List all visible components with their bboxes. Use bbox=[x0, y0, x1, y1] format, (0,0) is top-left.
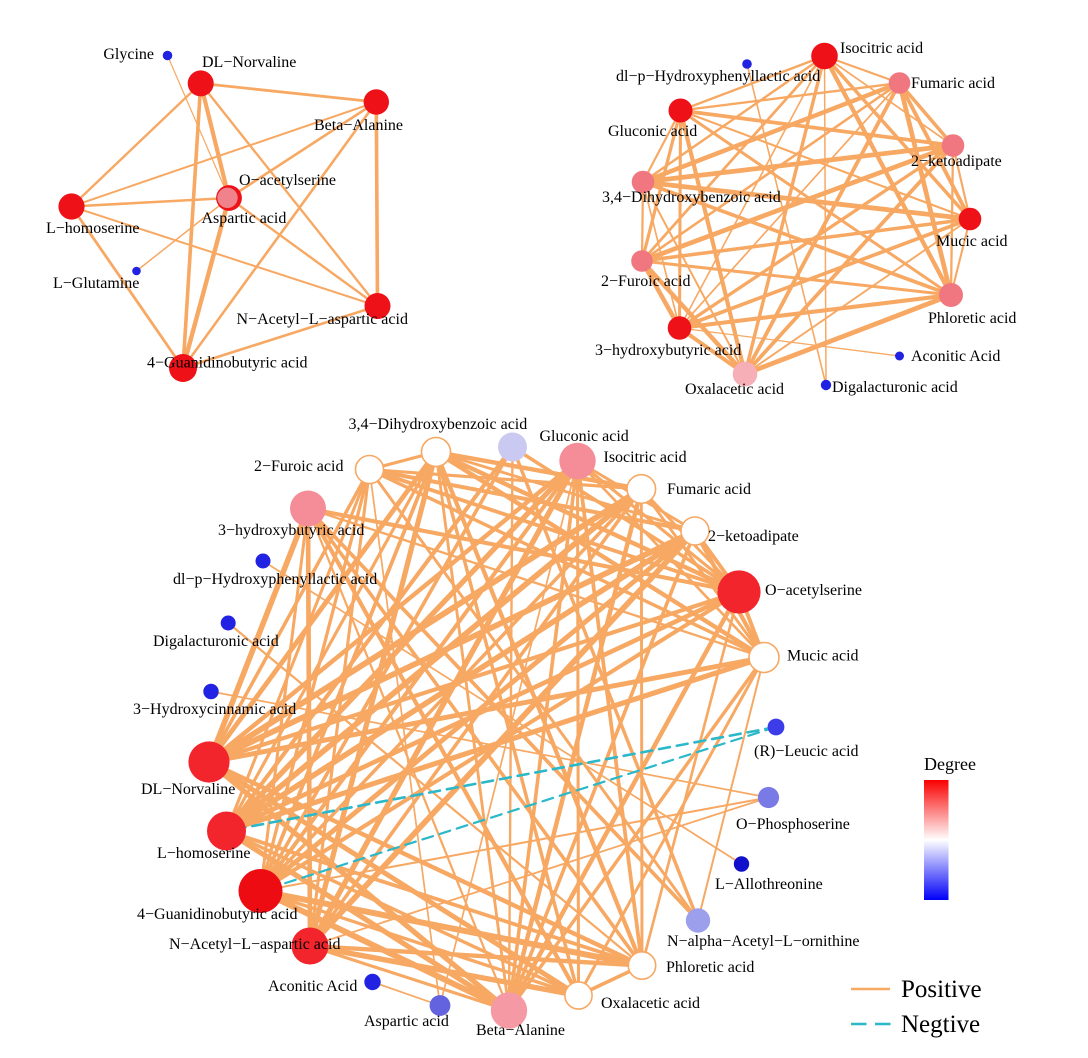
svg-text:Aconitic Acid: Aconitic Acid bbox=[268, 978, 357, 995]
svg-text:2−Furoic acid: 2−Furoic acid bbox=[601, 273, 690, 290]
svg-text:L−Glutamine: L−Glutamine bbox=[53, 275, 139, 292]
svg-text:Gluconic acid: Gluconic acid bbox=[608, 123, 697, 140]
svg-text:Aconitic Acid: Aconitic Acid bbox=[911, 348, 1000, 365]
svg-text:Isocitric acid: Isocitric acid bbox=[840, 40, 923, 57]
svg-text:Aspartic acid: Aspartic acid bbox=[364, 1013, 449, 1030]
svg-text:Aspartic acid: Aspartic acid bbox=[202, 210, 287, 227]
svg-text:N−Acetyl−L−aspartic acid: N−Acetyl−L−aspartic acid bbox=[237, 311, 408, 328]
svg-text:Phloretic acid: Phloretic acid bbox=[928, 310, 1016, 327]
svg-text:L−Allothreonine: L−Allothreonine bbox=[715, 876, 823, 893]
svg-text:Isocitric acid: Isocitric acid bbox=[604, 449, 687, 466]
svg-text:O−Phosphoserine: O−Phosphoserine bbox=[736, 816, 850, 833]
svg-text:DL−Norvaline: DL−Norvaline bbox=[141, 781, 235, 798]
svg-text:Mucic acid: Mucic acid bbox=[787, 648, 859, 665]
svg-text:Positive: Positive bbox=[901, 976, 982, 1003]
svg-text:DL−Norvaline: DL−Norvaline bbox=[202, 54, 296, 71]
svg-text:3−hydroxybutyric acid: 3−hydroxybutyric acid bbox=[218, 522, 364, 539]
svg-text:3,4−Dihydroxybenzoic acid: 3,4−Dihydroxybenzoic acid bbox=[349, 416, 528, 433]
svg-text:L−homoserine: L−homoserine bbox=[46, 220, 139, 237]
svg-text:Fumaric acid: Fumaric acid bbox=[911, 75, 995, 92]
svg-text:(R)−Leucic acid: (R)−Leucic acid bbox=[754, 743, 859, 760]
svg-text:Beta−Alanine: Beta−Alanine bbox=[476, 1022, 565, 1039]
svg-text:O−acetylserine: O−acetylserine bbox=[765, 582, 862, 599]
svg-text:Negtive: Negtive bbox=[901, 1011, 980, 1038]
svg-text:O−acetylserine: O−acetylserine bbox=[239, 172, 336, 189]
svg-text:Digalacturonic acid: Digalacturonic acid bbox=[153, 633, 279, 650]
svg-text:Mucic acid: Mucic acid bbox=[936, 233, 1008, 250]
svg-text:N−alpha−Acetyl−L−ornithine: N−alpha−Acetyl−L−ornithine bbox=[667, 933, 859, 950]
svg-text:3,4−Dihydroxybenzoic acid: 3,4−Dihydroxybenzoic acid bbox=[602, 189, 781, 206]
svg-text:Gluconic acid: Gluconic acid bbox=[540, 428, 629, 445]
svg-text:Phloretic acid: Phloretic acid bbox=[666, 959, 754, 976]
svg-text:Oxalacetic acid: Oxalacetic acid bbox=[685, 381, 784, 398]
svg-text:2−ketoadipate: 2−ketoadipate bbox=[911, 153, 1002, 170]
svg-text:Beta−Alanine: Beta−Alanine bbox=[314, 117, 403, 134]
svg-text:Fumaric acid: Fumaric acid bbox=[667, 481, 751, 498]
svg-text:N−Acetyl−L−aspartic acid: N−Acetyl−L−aspartic acid bbox=[169, 936, 340, 953]
svg-text:Digalacturonic acid: Digalacturonic acid bbox=[832, 379, 958, 396]
svg-text:L−homoserine: L−homoserine bbox=[157, 845, 250, 862]
svg-text:2−ketoadipate: 2−ketoadipate bbox=[708, 528, 799, 545]
svg-text:3−hydroxybutyric acid: 3−hydroxybutyric acid bbox=[595, 342, 741, 359]
svg-text:3−Hydroxycinnamic acid: 3−Hydroxycinnamic acid bbox=[133, 701, 296, 718]
svg-text:dl−p−Hydroxyphenyllactic acid: dl−p−Hydroxyphenyllactic acid bbox=[616, 68, 820, 85]
svg-text:2−Furoic acid: 2−Furoic acid bbox=[254, 458, 343, 475]
svg-text:Glycine: Glycine bbox=[103, 46, 154, 63]
svg-text:4−Guanidinobutyric acid: 4−Guanidinobutyric acid bbox=[147, 355, 308, 372]
svg-text:Oxalacetic acid: Oxalacetic acid bbox=[601, 995, 700, 1012]
svg-text:Degree: Degree bbox=[924, 754, 976, 774]
svg-text:dl−p−Hydroxyphenyllactic acid: dl−p−Hydroxyphenyllactic acid bbox=[173, 571, 377, 588]
svg-text:4−Guanidinobutyric acid: 4−Guanidinobutyric acid bbox=[137, 906, 298, 923]
